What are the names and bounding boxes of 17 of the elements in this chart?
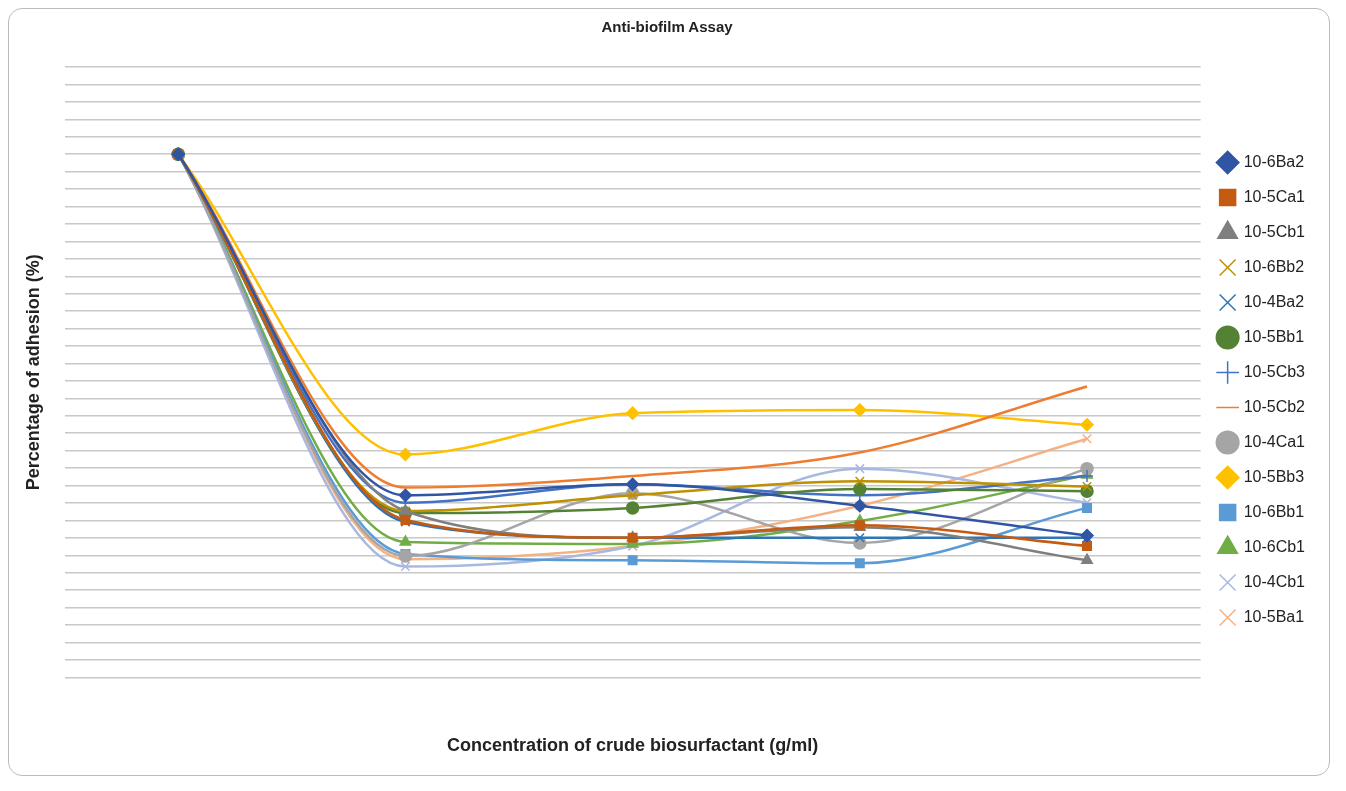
legend-label: 10-5Cb1: [1243, 222, 1306, 240]
y-axis-title: Percentage of adhesion (%): [22, 254, 43, 491]
chart-title: Anti-biofilm Assay: [601, 18, 734, 36]
legend-label: 10-4Ba2: [1243, 292, 1305, 310]
legend-label: 10-5Ba1: [1243, 607, 1305, 625]
legend-label: 10-6Bb2: [1243, 257, 1305, 275]
legend-label: 10-5Bb3: [1243, 467, 1305, 485]
legend-label: 10-6Ba2: [1243, 152, 1305, 170]
legend-label: 10-5Bb1: [1243, 327, 1305, 345]
legend-label: 10-5Ca1: [1243, 187, 1306, 205]
x-axis-title: Concentration of crude biosurfactant (g/ml): [447, 735, 819, 756]
legend-label: 10-5Cb2: [1243, 397, 1306, 415]
legend-label: 10-4Ca1: [1243, 432, 1306, 450]
legend-label: 10-5Cb3: [1243, 362, 1306, 380]
legend-label: 10-6Cb1: [1243, 537, 1306, 555]
legend-label: 10-4Cb1: [1243, 572, 1306, 590]
legend-label: 10-6Bb1: [1243, 502, 1305, 520]
